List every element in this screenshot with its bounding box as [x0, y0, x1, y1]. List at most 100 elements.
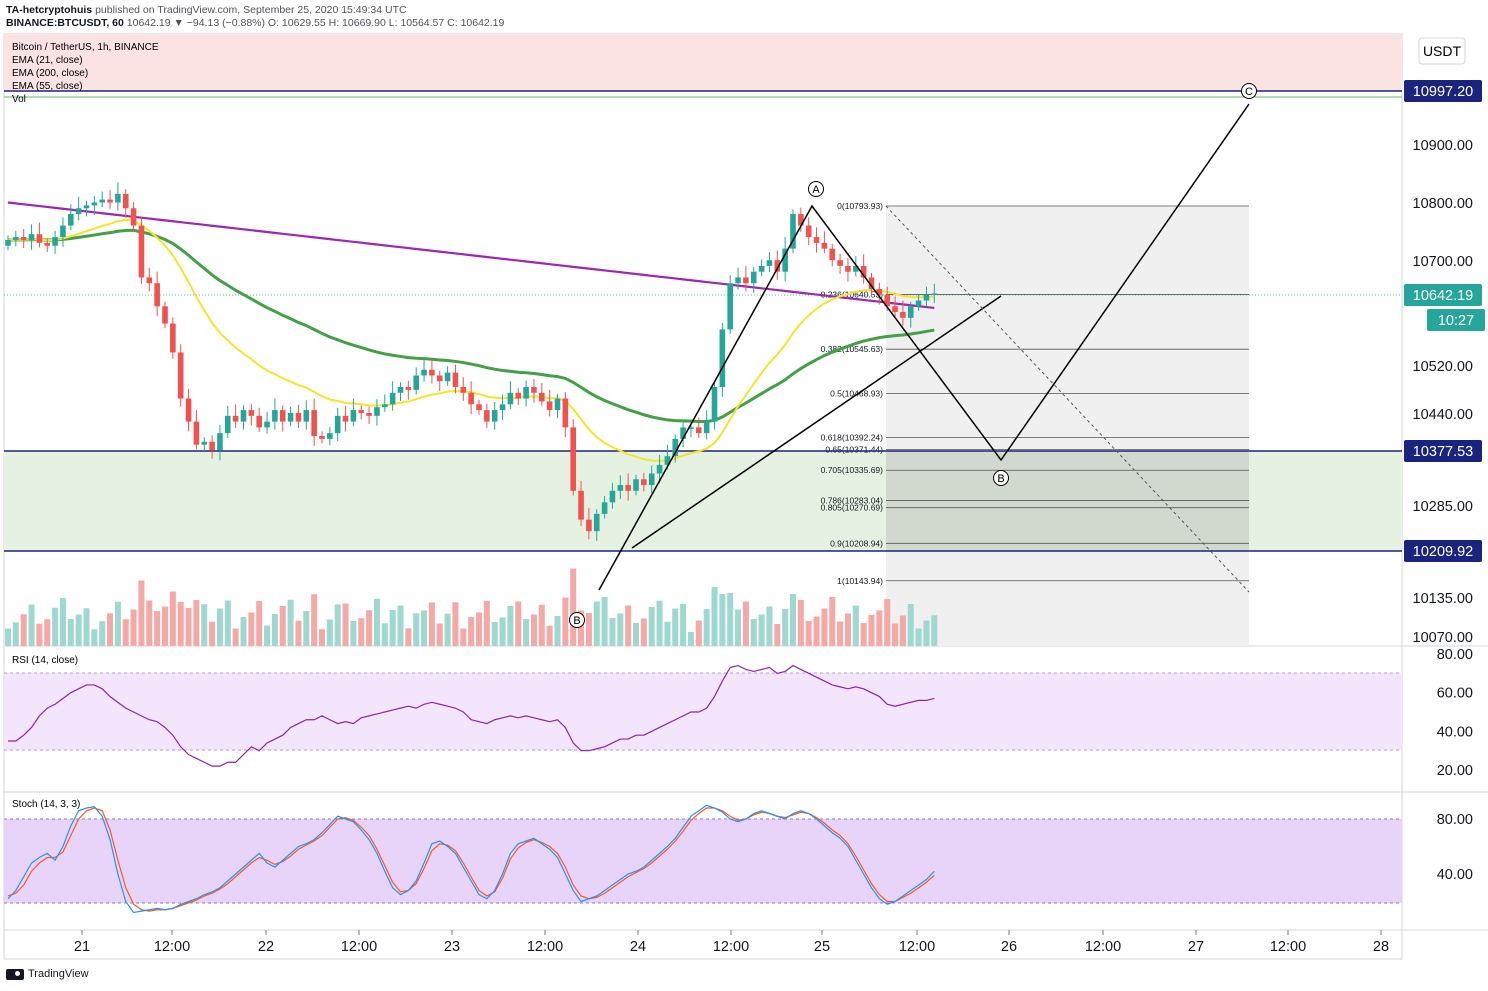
volume-bar	[75, 614, 82, 646]
volume-bar	[530, 614, 537, 646]
candle-body	[256, 415, 262, 428]
volume-bar	[476, 612, 482, 646]
candle-body	[593, 513, 600, 532]
volume-bar	[601, 597, 608, 646]
volume-bar	[876, 610, 883, 646]
fib-label: 1(10143.94)	[837, 576, 883, 586]
rsi-tick: 40.00	[1437, 724, 1473, 740]
time-tick: 27	[1188, 939, 1204, 955]
candle-body	[617, 485, 624, 491]
currency-button[interactable]: USDT	[1418, 37, 1466, 65]
candle-body	[130, 208, 137, 226]
candle-body	[829, 248, 836, 261]
candle-body	[20, 237, 27, 240]
candle-body	[342, 415, 349, 422]
volume-bar	[91, 629, 98, 646]
volume-bar	[59, 598, 66, 646]
fib-retracement-box	[886, 206, 1249, 646]
fib-label: 0.65(10371.44)	[825, 445, 883, 455]
time-tick: 12:00	[527, 939, 563, 955]
symbol-header: BINANCE:BTCUSDT, 60 10642.19 ▼ −94.13 (−…	[6, 17, 504, 29]
volume-bar	[884, 599, 891, 646]
volume-bar	[703, 609, 710, 646]
candle-body	[735, 277, 741, 284]
candle-body	[75, 208, 82, 215]
fib-label: 0.805(10270.69)	[821, 503, 884, 513]
volume-bar	[444, 613, 451, 646]
volume-bar	[319, 629, 325, 646]
time-tick: 25	[814, 939, 830, 955]
volume-bar	[695, 620, 702, 646]
candle-body	[546, 401, 553, 411]
time-tick: 28	[1373, 939, 1389, 955]
volume-bar	[852, 605, 859, 646]
candle-body	[5, 239, 11, 246]
volume-bar	[162, 606, 168, 646]
candle-body	[272, 410, 278, 422]
volume-bar	[264, 625, 271, 646]
volume-bar	[633, 623, 639, 646]
candle-body	[60, 225, 66, 238]
price-tick: 10135.00	[1413, 591, 1473, 607]
candle-body	[295, 412, 302, 422]
candle-body	[539, 392, 545, 402]
volume-bar	[491, 622, 498, 646]
volume-bar	[224, 600, 231, 646]
candle-body	[303, 410, 310, 422]
volume-bar	[664, 621, 671, 646]
volume-bar	[915, 628, 922, 646]
wave-label-a: A	[808, 181, 824, 197]
volume-bar	[507, 606, 514, 646]
candle-body	[146, 277, 153, 284]
rsi-band	[4, 673, 1402, 750]
volume-bar	[421, 610, 428, 646]
legend-ema21: EMA (21, close)	[12, 55, 83, 66]
resistance-zone	[4, 34, 1402, 91]
candle-body	[350, 410, 357, 422]
candle-body	[868, 277, 875, 289]
volume-bar	[428, 602, 435, 646]
candle-body	[531, 387, 537, 393]
volume-bar	[923, 620, 930, 646]
candle-body	[688, 427, 694, 429]
stoch-tick: 40.00	[1437, 867, 1473, 883]
fib-label: 0.618(10392.24)	[821, 433, 884, 443]
candle-body	[468, 392, 474, 405]
volume-bar	[735, 609, 742, 646]
volume-bar	[342, 603, 349, 646]
volume-bar	[672, 608, 679, 646]
time-tick: 12:00	[154, 939, 190, 955]
volume-bar	[766, 606, 773, 646]
price-label: 10377.53	[1413, 444, 1473, 460]
candle-body	[727, 283, 733, 330]
candle-body	[931, 293, 938, 295]
candle-body	[711, 387, 718, 422]
candle-body	[476, 404, 482, 411]
volume-bar	[687, 632, 694, 646]
footer-brand: TradingView	[6, 968, 89, 980]
candle-body	[900, 312, 906, 318]
candle-body	[287, 412, 294, 422]
candle-body	[491, 410, 498, 422]
volume-bar	[554, 616, 561, 646]
volume-bar	[680, 604, 687, 646]
candle-body	[782, 248, 788, 272]
volume-bar	[287, 599, 294, 646]
price-tick: 10070.00	[1413, 630, 1473, 646]
volume-bar	[593, 601, 600, 646]
time-tick: 23	[444, 939, 460, 955]
candle-body	[177, 352, 184, 399]
volume-bar	[844, 613, 851, 646]
author-name[interactable]: TA-hetcryptohuis	[6, 4, 93, 16]
price-label-box	[1404, 284, 1482, 306]
candle-body	[248, 410, 255, 416]
volume-bar	[36, 623, 43, 646]
legend-ema200: EMA (200, close)	[12, 68, 88, 79]
candle-body	[609, 490, 616, 503]
candle-body	[523, 387, 529, 399]
price-tick: 10800.00	[1413, 196, 1473, 212]
candle-body	[484, 410, 490, 422]
candle-body	[507, 392, 514, 405]
candle-body	[452, 372, 459, 388]
candle-body	[201, 441, 208, 445]
